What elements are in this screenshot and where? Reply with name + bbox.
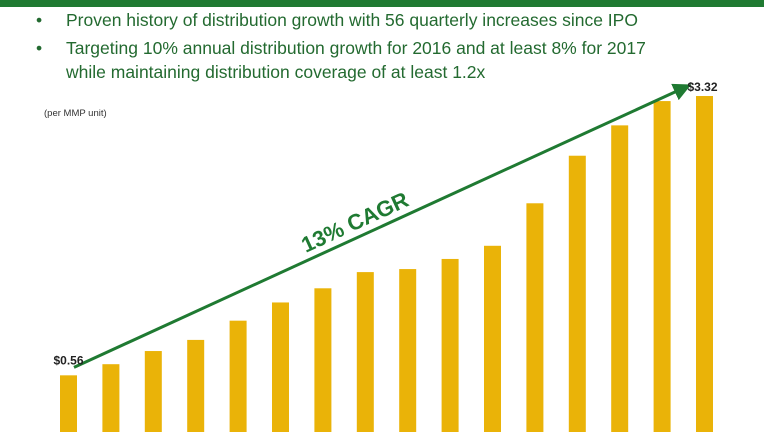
cagr-arrow bbox=[73, 83, 692, 369]
bullet-item-targeting: • Targeting 10% annual distribution grow… bbox=[28, 36, 748, 84]
data-label-1: $0.56 bbox=[53, 353, 83, 367]
bar-5 bbox=[229, 320, 247, 432]
bar-3 bbox=[144, 351, 162, 432]
bar-4 bbox=[187, 339, 205, 432]
bullet-text-line-1: Targeting 10% annual distribution growth… bbox=[66, 38, 646, 58]
bar-14 bbox=[611, 125, 629, 432]
unit-note: (per MMP unit) bbox=[44, 108, 107, 119]
bar-9 bbox=[399, 269, 417, 432]
cagr-annotation: 13% CAGR bbox=[297, 187, 412, 258]
bullet-text: Proven history of distribution growth wi… bbox=[66, 10, 638, 30]
bullet-marker: • bbox=[36, 38, 43, 58]
bullet-list: • Proven history of distribution growth … bbox=[28, 8, 748, 88]
header-accent-bar bbox=[0, 0, 764, 7]
bar-7 bbox=[314, 288, 332, 432]
bar-8 bbox=[356, 272, 374, 432]
bar-12 bbox=[526, 203, 544, 432]
bullet-marker: • bbox=[36, 10, 43, 30]
bar-11 bbox=[484, 245, 501, 432]
bar-2 bbox=[102, 364, 120, 432]
bar-1 bbox=[60, 375, 77, 432]
bar-13 bbox=[568, 155, 586, 432]
bar-10 bbox=[441, 258, 459, 432]
bar-16 bbox=[696, 96, 713, 432]
bar-6 bbox=[272, 302, 289, 432]
bullet-text-line-2: while maintaining distribution coverage … bbox=[66, 62, 486, 82]
bar-15 bbox=[653, 101, 671, 432]
bullet-item-history: • Proven history of distribution growth … bbox=[28, 8, 748, 32]
data-label-16: $3.32 bbox=[687, 80, 717, 94]
